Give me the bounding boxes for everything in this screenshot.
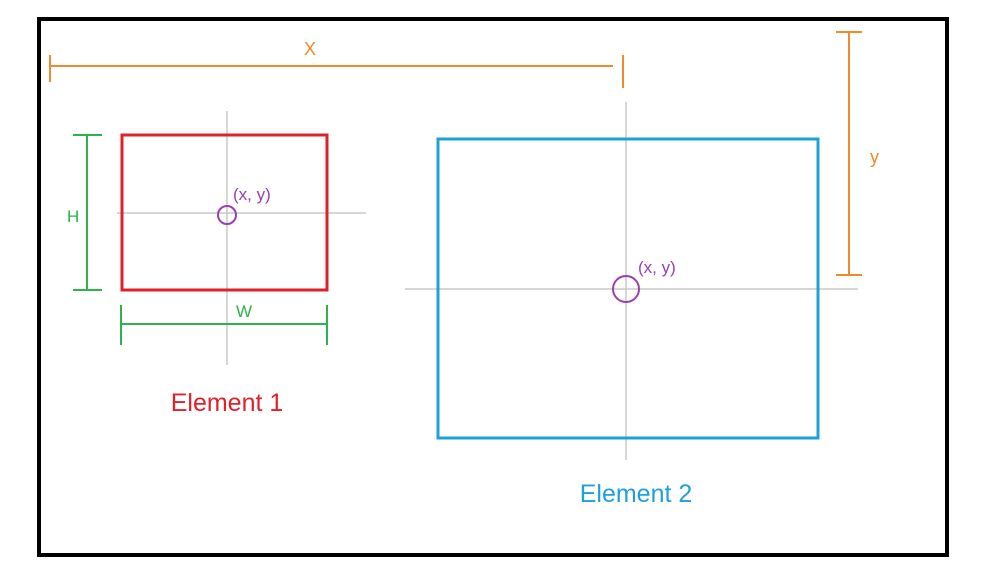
element-1-center-marker <box>217 205 237 225</box>
element-1-label: Element 1 <box>171 389 284 417</box>
height-measure <box>73 134 102 291</box>
element-1-center-label: (x, y) <box>233 185 271 204</box>
y-distance-measure <box>836 31 862 276</box>
element-1-box <box>120 133 329 292</box>
element-2-center-label: (x, y) <box>638 258 676 277</box>
element-1 <box>117 111 366 365</box>
element-2-label: Element 2 <box>580 480 693 508</box>
y-distance-label: y <box>870 147 879 167</box>
x-distance-label: X <box>304 39 316 59</box>
diagram-frame <box>37 17 949 557</box>
x-distance-measure <box>49 55 624 88</box>
height-label: H <box>67 207 79 226</box>
width-label: W <box>236 302 252 321</box>
element-2-center-marker <box>612 275 640 303</box>
element-2-box <box>436 137 820 440</box>
width-measure <box>120 305 328 345</box>
element-2 <box>405 102 858 460</box>
